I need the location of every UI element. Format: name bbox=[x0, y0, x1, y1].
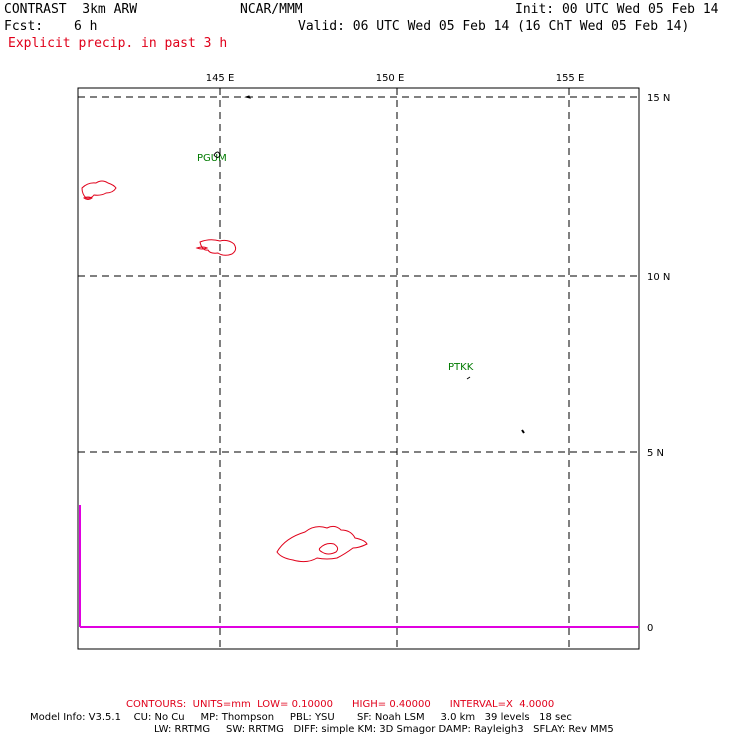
precip-contours bbox=[81, 180, 368, 563]
contour-info: CONTOURS: UNITS=mm LOW= 0.10000 HIGH= 0.… bbox=[126, 699, 555, 710]
fcst-value: 6 h bbox=[74, 19, 98, 34]
island-1 bbox=[244, 95, 251, 99]
org-label: NCAR/MMM bbox=[240, 2, 303, 17]
map-frame bbox=[77, 87, 640, 650]
contour-north bbox=[199, 239, 237, 256]
contour-south bbox=[276, 525, 368, 563]
field-title: Explicit precip. in past 3 h bbox=[8, 36, 228, 51]
station-ptkk: PTKK bbox=[448, 362, 474, 373]
island-2 bbox=[521, 429, 525, 434]
model-title: CONTRAST 3km ARW bbox=[4, 2, 138, 17]
lon-label-150: 150 E bbox=[376, 73, 405, 84]
model-info-line1: Model Info: V3.5.1 CU: No Cu MP: Thompso… bbox=[30, 712, 572, 723]
island-guam bbox=[213, 151, 221, 158]
islands bbox=[213, 95, 525, 434]
lat-label-0: 0 bbox=[647, 623, 653, 634]
island-chuuk bbox=[466, 376, 471, 380]
contour-west-small bbox=[83, 196, 93, 200]
contour-west bbox=[81, 180, 117, 199]
station-pgum: PGUM bbox=[197, 153, 227, 164]
init-time: Init: 00 UTC Wed 05 Feb 14 bbox=[515, 2, 719, 17]
lat-lon-grid bbox=[78, 88, 639, 649]
model-info-line2: LW: RRTMG SW: RRTMG DIFF: simple KM: 3D … bbox=[154, 724, 614, 735]
lon-label-155: 155 E bbox=[556, 73, 585, 84]
lat-label-5: 5 N bbox=[647, 448, 664, 459]
lat-label-15: 15 N bbox=[647, 93, 670, 104]
lat-label-10: 10 N bbox=[647, 272, 670, 283]
valid-time: Valid: 06 UTC Wed 05 Feb 14 (16 ChT Wed … bbox=[298, 19, 690, 34]
contour-south-inner bbox=[318, 543, 339, 555]
contour-north-small bbox=[195, 246, 209, 250]
lon-label-145: 145 E bbox=[206, 73, 235, 84]
fcst-label: Fcst: bbox=[4, 19, 44, 34]
